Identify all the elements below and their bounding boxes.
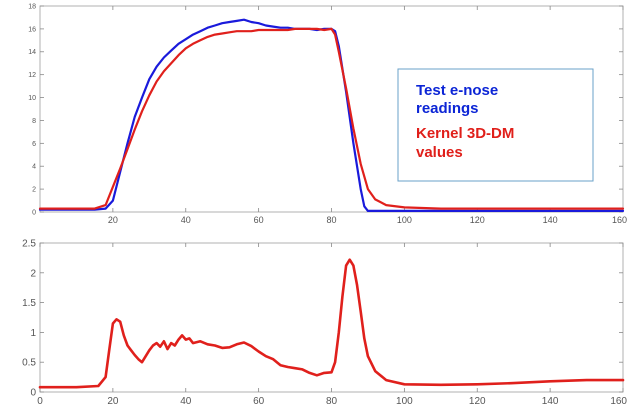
- top-x-tick-label: 120: [470, 215, 485, 225]
- top-y-tick-label: 16: [28, 26, 36, 33]
- top-y-tick-label: 2: [32, 187, 36, 194]
- bottom-x-tick-label: 120: [469, 396, 486, 407]
- legend-entry-test-readings-line-2: readings: [416, 100, 479, 117]
- bottom-x-tick-label: 40: [180, 396, 192, 407]
- top-series-lines: [38, 18, 625, 212]
- top-y-tick-label: 8: [32, 118, 36, 125]
- bottom-series-line: [38, 258, 625, 389]
- top-x-tick-label: 160: [612, 215, 627, 225]
- legend-entry-kernel-values: Kernel 3D-DM values: [416, 125, 519, 161]
- bottom-plot-area: [39, 242, 624, 393]
- legend: Test e-nose readings Kernel 3D-DM values: [397, 68, 594, 182]
- bottom-x-tick-label: 60: [253, 396, 265, 407]
- legend-entry-kernel-values-line-2: values: [416, 144, 463, 161]
- bottom-series-lines: [38, 258, 625, 389]
- bottom-x-tick-label: 20: [107, 396, 119, 407]
- legend-entry-test-readings: Test e-nose readings: [416, 82, 502, 117]
- top-x-tick-label: 100: [397, 215, 412, 225]
- bottom-y-tick-label: 1.5: [22, 298, 36, 309]
- top-x-tick-label: 20: [108, 215, 118, 225]
- top-x-tick-label: 60: [254, 215, 264, 225]
- bottom-x-tick-label: 160: [610, 396, 627, 407]
- bottom-axis-ticks: 0 0.5 1 1.5 2 2.5 0 20 40 60 80 100 120 140 160: [22, 239, 627, 408]
- legend-entry-test-readings-line-1: Test e-nose: [416, 82, 498, 99]
- bottom-y-tick-label: 2.5: [22, 239, 36, 250]
- bottom-x-tick-label: 140: [542, 396, 559, 407]
- bottom-x-tick-label: 100: [396, 396, 413, 407]
- top-y-tick-label: 6: [32, 141, 36, 148]
- top-y-tick-label: 14: [28, 49, 36, 56]
- test-e-nose-readings-line: [38, 18, 625, 212]
- top-axis-ticks: 0 2 4 6 8 10 12 14 16 18 20 40 60 80 100 120 140 160: [28, 3, 627, 225]
- legend-entry-kernel-values-line-1: Kernel 3D-DM: [416, 125, 514, 142]
- top-y-tick-label: 0: [32, 209, 36, 216]
- kernel-3d-dm-values-line: [38, 27, 625, 210]
- bottom-y-tick-label: 0.5: [22, 358, 36, 369]
- bottom-y-tick-label: 2: [30, 268, 36, 279]
- top-chart: 0 2 4 6 8 10 12 14 16 18 20 40 60 80 100 120 140 160 Test…: [28, 3, 627, 225]
- top-x-tick-label: 80: [326, 215, 336, 225]
- bottom-chart: 0 0.5 1 1.5 2 2.5 0 20 40 60 80 100 120 140 160: [22, 239, 627, 408]
- top-y-tick-label: 18: [28, 3, 36, 10]
- legend-box: [397, 68, 594, 182]
- bottom-x-tick-label: 0: [37, 396, 43, 407]
- top-x-tick-label: 140: [543, 215, 558, 225]
- bottom-y-tick-label: 0: [30, 388, 36, 399]
- top-y-tick-label: 12: [28, 72, 36, 79]
- bottom-y-tick-label: 1: [30, 328, 36, 339]
- bottom-x-tick-label: 80: [326, 396, 338, 407]
- top-x-tick-label: 40: [181, 215, 191, 225]
- top-y-tick-label: 10: [28, 95, 36, 102]
- top-y-tick-label: 4: [32, 164, 36, 171]
